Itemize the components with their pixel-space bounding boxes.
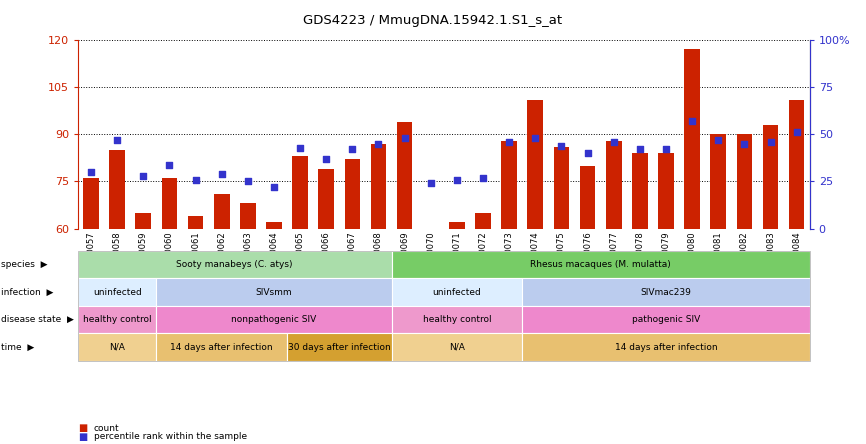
Point <box>320 155 333 163</box>
Point <box>764 139 778 146</box>
Bar <box>763 125 779 229</box>
Text: infection  ▶: infection ▶ <box>1 288 53 297</box>
Bar <box>579 166 596 229</box>
Text: nonpathogenic SIV: nonpathogenic SIV <box>231 315 317 324</box>
Bar <box>188 216 204 229</box>
Point <box>711 136 725 143</box>
Text: ■: ■ <box>78 424 87 433</box>
Point <box>450 176 464 183</box>
Bar <box>292 156 308 229</box>
Point <box>502 139 516 146</box>
Text: Sooty manabeys (C. atys): Sooty manabeys (C. atys) <box>177 260 293 269</box>
Text: 14 days after infection: 14 days after infection <box>615 343 717 352</box>
Point <box>110 136 124 143</box>
Bar <box>162 178 178 229</box>
Point <box>580 150 594 157</box>
Point <box>397 135 411 142</box>
Bar <box>266 222 281 229</box>
Text: 30 days after infection: 30 days after infection <box>288 343 391 352</box>
Point <box>685 118 699 125</box>
Text: N/A: N/A <box>109 343 125 352</box>
Bar <box>789 100 805 229</box>
Point <box>476 174 490 181</box>
Bar <box>109 150 125 229</box>
Point <box>554 142 568 149</box>
Text: disease state  ▶: disease state ▶ <box>1 315 74 324</box>
Text: uninfected: uninfected <box>432 288 481 297</box>
Point <box>189 176 203 183</box>
Point <box>215 170 229 178</box>
Point <box>372 140 385 147</box>
Text: uninfected: uninfected <box>93 288 141 297</box>
Text: count: count <box>94 424 120 433</box>
Text: healthy control: healthy control <box>83 315 152 324</box>
Text: pathogenic SIV: pathogenic SIV <box>632 315 700 324</box>
Bar <box>214 194 229 229</box>
Point <box>346 146 359 153</box>
Point <box>423 180 437 187</box>
Point <box>294 144 307 151</box>
Point <box>790 129 804 136</box>
Text: GDS4223 / MmugDNA.15942.1.S1_s_at: GDS4223 / MmugDNA.15942.1.S1_s_at <box>303 14 563 27</box>
Point <box>163 161 177 168</box>
Point <box>659 146 673 153</box>
Text: ■: ■ <box>78 432 87 442</box>
Bar <box>632 153 648 229</box>
Bar <box>527 100 543 229</box>
Point <box>84 169 98 176</box>
Bar <box>710 134 726 229</box>
Point <box>528 135 542 142</box>
Bar <box>606 141 622 229</box>
Bar <box>240 203 255 229</box>
Text: time  ▶: time ▶ <box>1 343 34 352</box>
Bar <box>449 222 465 229</box>
Text: Rhesus macaques (M. mulatta): Rhesus macaques (M. mulatta) <box>530 260 671 269</box>
Bar <box>658 153 674 229</box>
Bar <box>135 213 151 229</box>
Point <box>267 184 281 191</box>
Point <box>136 172 150 179</box>
Text: 14 days after infection: 14 days after infection <box>171 343 273 352</box>
Text: percentile rank within the sample: percentile rank within the sample <box>94 432 247 441</box>
Bar <box>501 141 517 229</box>
Point <box>633 146 647 153</box>
Point <box>241 178 255 185</box>
Bar <box>319 169 334 229</box>
Bar <box>345 159 360 229</box>
Text: SIVsmm: SIVsmm <box>255 288 292 297</box>
Bar <box>553 147 569 229</box>
Text: healthy control: healthy control <box>423 315 491 324</box>
Bar <box>371 144 386 229</box>
Bar <box>83 178 99 229</box>
Point <box>607 139 621 146</box>
Bar <box>736 134 753 229</box>
Text: N/A: N/A <box>449 343 465 352</box>
Bar <box>684 49 700 229</box>
Bar <box>475 213 491 229</box>
Point <box>738 140 752 147</box>
Text: SIVmac239: SIVmac239 <box>641 288 691 297</box>
Bar <box>397 122 412 229</box>
Text: species  ▶: species ▶ <box>1 260 48 269</box>
